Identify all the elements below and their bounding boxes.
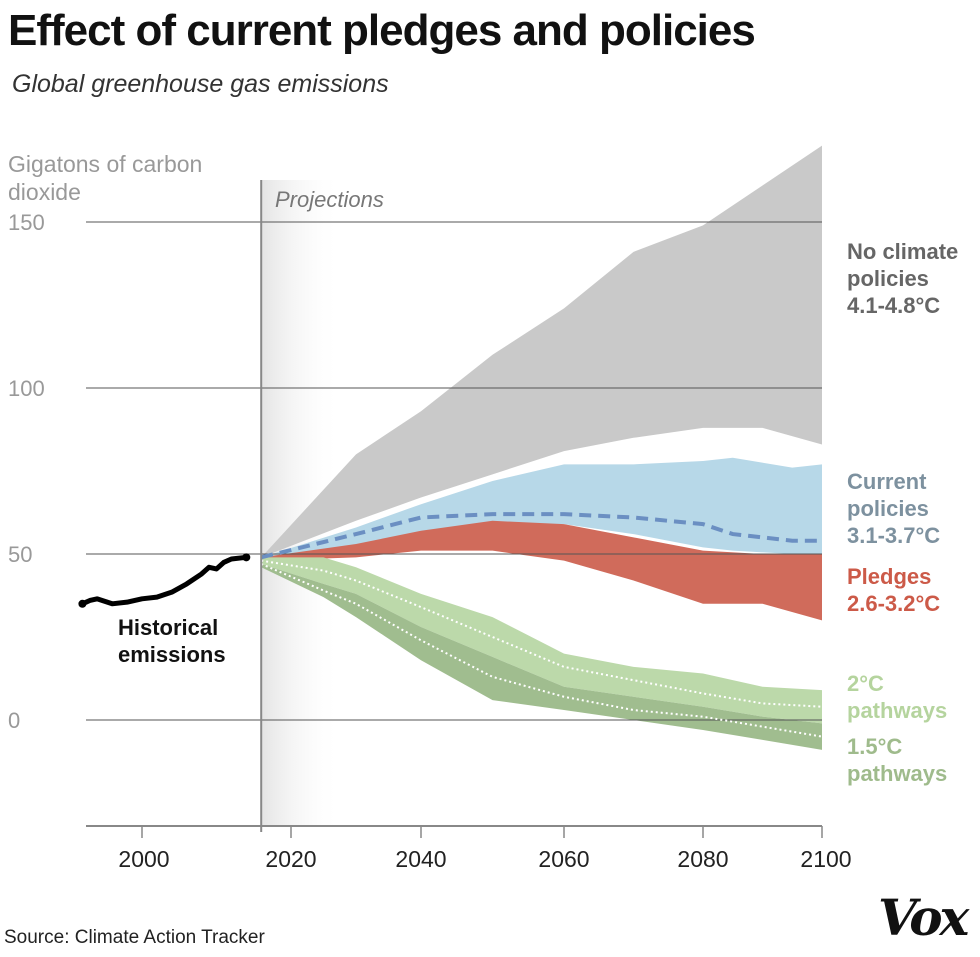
x-tick-label: 2100: [800, 846, 852, 872]
x-tick-label: 2080: [677, 846, 729, 872]
legend-current-policies: Current policies 3.1-3.7°C: [847, 468, 940, 549]
vox-logo: Vox: [878, 888, 969, 947]
legend-line: Current: [847, 469, 927, 494]
legend-pledges: Pledges 2.6-3.2°C: [847, 563, 940, 617]
historical-start-point: [78, 599, 87, 608]
chart-subtitle: Global greenhouse gas emissions: [12, 70, 389, 98]
y-axis-label: Gigatons of carbon dioxide: [8, 151, 203, 205]
legend-2c: 2°C pathways: [847, 670, 947, 724]
legend-line: policies: [847, 496, 929, 521]
y-tick-label: 0: [8, 708, 21, 733]
legend-no-policy: No climate policies 4.1-4.8°C: [847, 238, 958, 319]
x-tick-label: 2020: [265, 846, 317, 872]
chart-title: Effect of current pledges and policies: [8, 6, 756, 55]
y-tick-label: 50: [8, 542, 33, 567]
legend-line: policies: [847, 266, 929, 291]
current-policies-median-line: [260, 512, 822, 560]
1-5c-median-line: [260, 563, 823, 738]
legend-line: pathways: [847, 761, 948, 786]
legend-line: 4.1-4.8°C: [847, 293, 941, 318]
source-note: Source: Climate Action Tracker: [4, 927, 265, 948]
2c-median-line: [261, 559, 823, 708]
legend-line: 2.6-3.2°C: [847, 591, 941, 616]
legend-line: Pledges: [847, 564, 932, 589]
y-tick-label: 150: [8, 210, 45, 235]
legend-line: 2°C: [847, 671, 884, 696]
historical-end-point: [242, 553, 251, 562]
projections-label: Projections: [275, 187, 384, 212]
pledges-band: [261, 520, 822, 621]
current-policies-band: [261, 457, 822, 558]
no-policy-band: [261, 145, 822, 558]
historical-emissions-line: [79, 554, 249, 607]
historical-label: Historical emissions: [118, 615, 226, 667]
x-tick-label: 2040: [395, 846, 447, 872]
x-tick-label: 2000: [118, 846, 170, 872]
legend-line: pathways: [847, 698, 948, 723]
1-5c-pathways-band: [261, 563, 822, 750]
legend-line: 1.5°C: [847, 734, 903, 759]
y-tick-label: 100: [8, 376, 45, 401]
legend-1-5c: 1.5°C pathways: [847, 733, 947, 787]
legend-line: No climate: [847, 239, 959, 264]
x-tick-label: 2060: [538, 846, 590, 872]
legend-line: 3.1-3.7°C: [847, 523, 941, 548]
